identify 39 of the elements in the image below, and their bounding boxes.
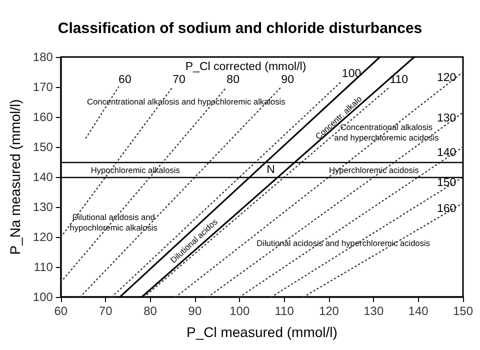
series-label: 110	[390, 74, 408, 86]
annotation: Hypochloremic alkalosis	[90, 164, 180, 175]
x-tick-label: 120	[318, 304, 340, 318]
chart-title: Classification of sodium and chloride disturbances	[58, 20, 422, 37]
x-axis-title: P_Cl measured (mmol/l)	[186, 324, 338, 340]
series-label: 130	[437, 112, 456, 124]
series-label: 120	[437, 72, 456, 84]
annotation: N	[266, 164, 275, 176]
y-tick-label: 170	[32, 80, 54, 94]
y-tick-label: 120	[32, 230, 54, 244]
y-tick-label: 150	[32, 140, 54, 154]
series-label: 60	[118, 74, 132, 86]
annotation: Dilutional acidosis and hyperchloremic acidosis	[256, 238, 430, 248]
x-tick-label: 60	[54, 304, 68, 318]
series-label: 160	[437, 203, 456, 216]
x-tick-label: 80	[144, 304, 158, 318]
legend-title: P_Cl corrected (mmol/l)	[185, 60, 306, 73]
series-label: 70	[172, 74, 186, 86]
y-tick-label: 160	[32, 110, 54, 124]
x-tick-label: 150	[452, 304, 474, 318]
y-tick-label: 100	[32, 290, 54, 304]
y-axis-title: P_Na measured (mmol/l)	[7, 99, 23, 255]
x-tick-label: 100	[230, 304, 250, 318]
y-tick-label: 180	[32, 50, 54, 64]
x-tick-label: 90	[188, 304, 202, 318]
series-label: 140	[437, 147, 456, 159]
series-label: 150	[437, 177, 456, 189]
x-tick-label: 110	[274, 304, 294, 318]
annotation: Hyperchloremic acidosis	[328, 164, 419, 175]
y-tick-label: 140	[32, 170, 54, 184]
series-label: 90	[281, 74, 294, 86]
y-tick-label: 130	[32, 200, 54, 214]
series-label: 80	[226, 74, 240, 86]
annotation: Concentrational alkalosis and hypochloremic alkalosis	[86, 96, 286, 107]
annotation: Dilutional acidosis and hypochloremic alkalosis	[70, 212, 158, 232]
x-tick-label: 140	[408, 304, 429, 318]
x-tick-label: 130	[364, 304, 384, 318]
y-tick-label: 110	[34, 260, 54, 274]
x-tick-label: 70	[98, 304, 113, 318]
